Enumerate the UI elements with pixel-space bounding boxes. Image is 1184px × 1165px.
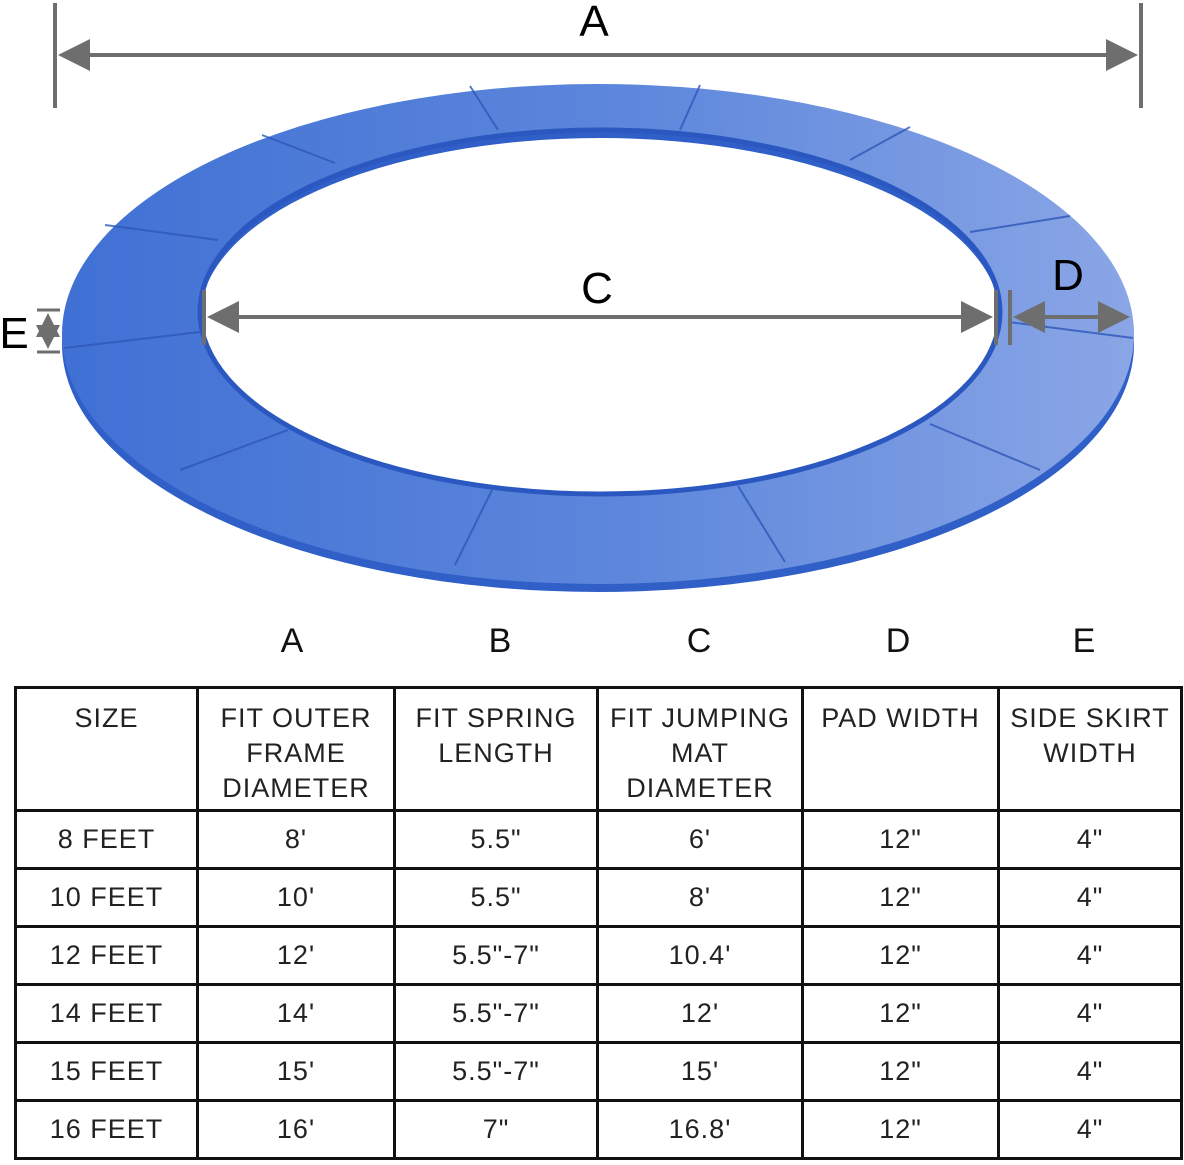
column-letter-b: B (488, 622, 512, 660)
table-cell: 4" (997, 983, 1183, 1044)
table-cell: 8' (596, 867, 804, 928)
column-letter-a: A (280, 622, 304, 660)
header-side-skirt-width: SIDE SKIRT WIDTH (997, 686, 1183, 812)
header-pad-width: PAD WIDTH (801, 686, 1000, 812)
dimension-a (53, 3, 1143, 108)
table-cell: 4" (997, 1041, 1183, 1102)
table-cell: 10' (196, 867, 396, 928)
table-cell: 4" (997, 1099, 1183, 1160)
label-c: C (581, 264, 613, 313)
table-cell: 12' (196, 925, 396, 986)
table-cell: 5.5"-7" (393, 925, 599, 986)
table-cell: 15' (196, 1041, 396, 1102)
table-header-row: SIZE FIT OUTER FRAME DIAMETER FIT SPRING… (14, 686, 1183, 812)
table-cell: 5.5"-7" (393, 983, 599, 1044)
table-cell: 14' (196, 983, 396, 1044)
table-cell: 7" (393, 1099, 599, 1160)
table-row: 10 FEET 10' 5.5" 8' 12" 4" (14, 867, 1183, 928)
table-cell: 12" (801, 983, 1000, 1044)
dimension-c (202, 290, 998, 345)
table-row: 15 FEET 15' 5.5"-7" 15' 12" 4" (14, 1041, 1183, 1102)
header-jumping-mat-diameter: FIT JUMPING MAT DIAMETER (596, 686, 804, 812)
table-cell: 12' (596, 983, 804, 1044)
table-cell: 12" (801, 1099, 1000, 1160)
label-e: E (0, 309, 29, 358)
table-cell: 12" (801, 867, 1000, 928)
size-table: SIZE FIT OUTER FRAME DIAMETER FIT SPRING… (14, 686, 1183, 1160)
table-cell: 16.8' (596, 1099, 804, 1160)
table-cell: 15' (596, 1041, 804, 1102)
table-cell: 8' (196, 809, 396, 870)
trampoline-pad-diagram: A C D E (0, 0, 1143, 592)
column-letter-e: E (1072, 622, 1096, 660)
column-letter-d: D (885, 622, 911, 660)
table-row: 14 FEET 14' 5.5"-7" 12' 12" 4" (14, 983, 1183, 1044)
header-outer-frame-diameter: FIT OUTER FRAME DIAMETER (196, 686, 396, 812)
table-cell: 16 FEET (14, 1099, 199, 1160)
dimension-d (1008, 290, 1130, 345)
table-cell: 4" (997, 925, 1183, 986)
table-cell: 12 FEET (14, 925, 199, 986)
label-d: D (1052, 251, 1084, 300)
table-cell: 10 FEET (14, 867, 199, 928)
segment-seams (63, 84, 1134, 566)
label-a: A (579, 0, 609, 46)
table-row: 12 FEET 12' 5.5"-7" 10.4' 12" 4" (14, 925, 1183, 986)
table-cell: 4" (997, 867, 1183, 928)
table-cell: 12" (801, 1041, 1000, 1102)
table-cell: 8 FEET (14, 809, 199, 870)
table-cell: 10.4' (596, 925, 804, 986)
table-cell: 5.5" (393, 867, 599, 928)
table-cell: 12" (801, 925, 1000, 986)
table-row: 8 FEET 8' 5.5" 6' 12" 4" (14, 809, 1183, 870)
table-row: 16 FEET 16' 7" 16.8' 12" 4" (14, 1099, 1183, 1160)
table-cell: 14 FEET (14, 983, 199, 1044)
table-cell: 5.5" (393, 809, 599, 870)
table-cell: 6' (596, 809, 804, 870)
table-cell: 5.5"-7" (393, 1041, 599, 1102)
dimension-e (36, 308, 60, 354)
table-cell: 12" (801, 809, 1000, 870)
pad-ring (62, 84, 1134, 584)
table-cell: 4" (997, 809, 1183, 870)
table-cell: 16' (196, 1099, 396, 1160)
header-spring-length: FIT SPRING LENGTH (393, 686, 599, 812)
header-size: SIZE (14, 686, 199, 812)
table-cell: 15 FEET (14, 1041, 199, 1102)
column-letters: A B C D E (0, 622, 1184, 672)
inner-edge (197, 127, 1003, 497)
column-letter-c: C (686, 622, 712, 660)
